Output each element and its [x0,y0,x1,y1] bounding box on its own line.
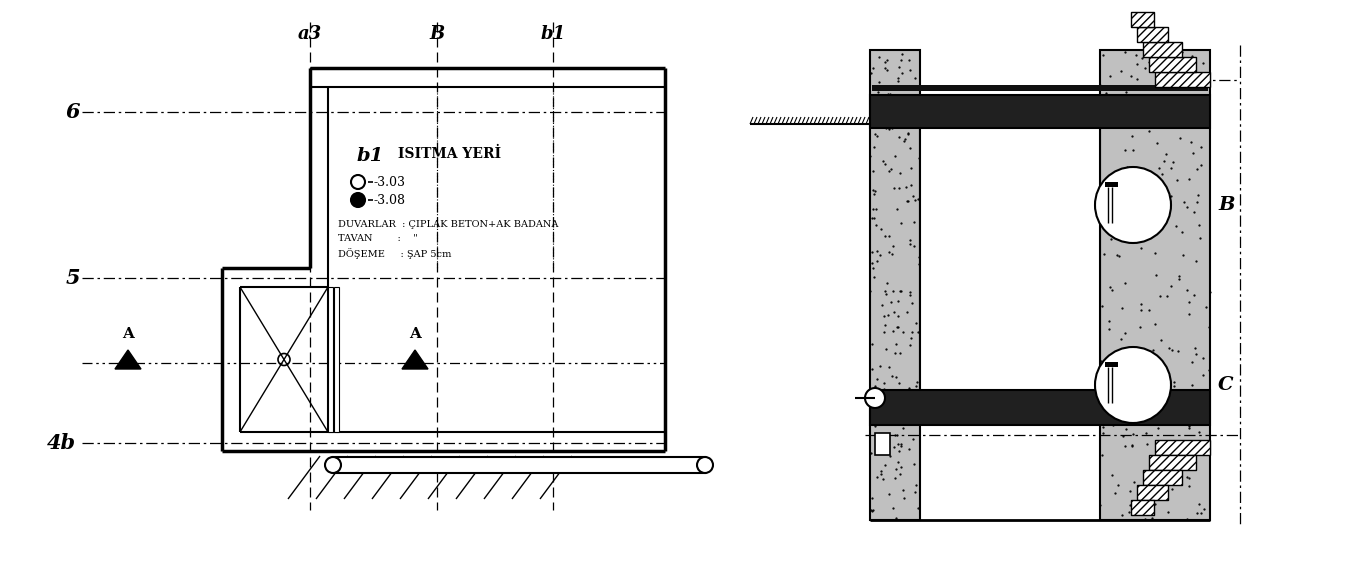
Bar [1131,500,1154,515]
Text: A: A [408,327,421,341]
Bar [1143,42,1182,57]
Text: TAVAN        :    ": TAVAN : " [337,234,418,243]
Text: C: C [1218,376,1233,394]
Text: -3.08: -3.08 [374,193,406,206]
Bar [1105,362,1117,367]
Bar [1131,500,1154,515]
Text: B: B [1218,196,1235,214]
Bar [1100,50,1210,520]
Bar [1105,182,1117,187]
Polygon shape [115,350,141,369]
Polygon shape [402,350,428,369]
Text: -3.03: -3.03 [374,175,406,188]
Bar [333,457,705,473]
Bar [1149,57,1197,72]
Text: 6: 6 [66,102,81,122]
Bar [1131,12,1154,27]
Circle shape [351,175,365,189]
Bar [1156,440,1210,455]
Circle shape [351,193,365,207]
Bar [1156,72,1210,87]
Bar [1156,440,1210,455]
Text: a3: a3 [298,25,322,43]
Bar [1137,485,1168,500]
Bar [1131,12,1154,27]
Text: A: A [122,327,134,341]
Bar [1149,57,1197,72]
Text: B: B [429,25,444,43]
Bar [1137,27,1168,42]
Circle shape [1096,167,1171,243]
Bar [1143,470,1182,485]
Bar [870,50,919,520]
Bar [1149,455,1197,470]
Bar [919,128,1100,390]
Bar [1137,27,1168,42]
Bar [870,390,1210,425]
Text: DÖŞEME     : ŞAP 5cm: DÖŞEME : ŞAP 5cm [337,248,451,259]
Text: 5: 5 [66,268,81,288]
Text: DUVARLAR  : ÇIPLAK BETON+AK BADANA: DUVARLAR : ÇIPLAK BETON+AK BADANA [337,220,559,229]
Bar [328,287,333,432]
Bar [1143,470,1182,485]
Bar [335,287,339,432]
Bar [1149,455,1197,470]
Bar [876,433,891,455]
Circle shape [697,457,713,473]
Text: ISITMA YERİ: ISITMA YERİ [393,147,501,161]
Circle shape [865,388,885,408]
Bar [1137,485,1168,500]
Text: b1: b1 [357,147,384,165]
Bar [1143,42,1182,57]
Bar [872,85,1208,91]
Text: 4b: 4b [46,433,76,453]
Text: b1: b1 [541,25,566,43]
Bar [1156,72,1210,87]
Bar [870,95,1210,128]
Circle shape [1096,347,1171,423]
Circle shape [325,457,342,473]
